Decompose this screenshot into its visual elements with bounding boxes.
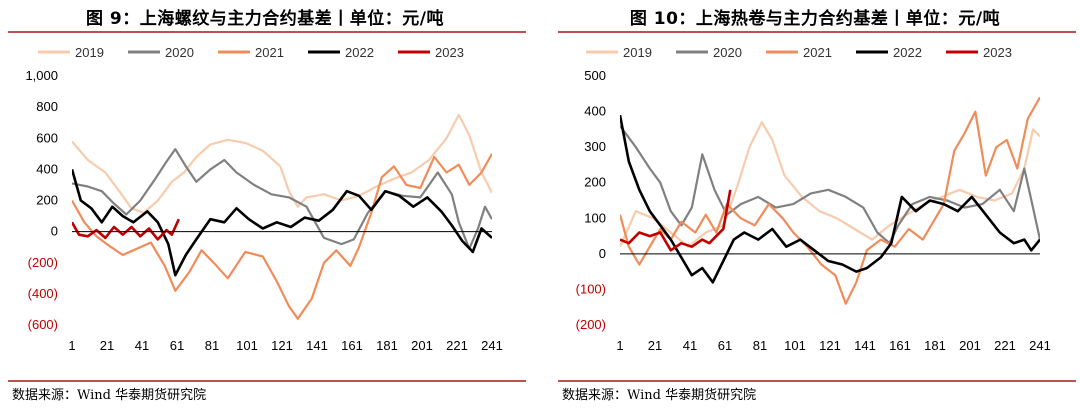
y-tick-label: 0 (51, 224, 58, 239)
y-tick-label: 200 (36, 193, 58, 208)
series-line-2020 (620, 125, 1040, 245)
x-tick-label: 201 (411, 338, 433, 353)
x-tick-label: 81 (753, 338, 767, 353)
series-line-2019 (72, 113, 492, 214)
chart-panel-rebar: 图 9：上海螺纹与主力合约基差丨单位：元/吨 2019 2020 2021 2022 2… (0, 0, 530, 410)
y-tick-label: (600) (28, 317, 58, 332)
chart-hrc-basis: 2019 2020 2021 2022 2023 500 400 300 200 100 0 (100… (576, 45, 1051, 353)
y-tick-label: 1,000 (25, 68, 58, 83)
x-tick-label: 41 (683, 338, 697, 353)
legend-label-2019: 2019 (75, 45, 104, 60)
legend-label-2021: 2021 (803, 45, 832, 60)
legend-label-2019: 2019 (623, 45, 652, 60)
chart-rebar-basis: 2019 2020 2021 2022 2023 1,000 800 600 400 200 0 (2… (25, 45, 503, 353)
series-line-2023 (72, 218, 180, 241)
y-tick-label: 600 (36, 130, 58, 145)
title-divider (8, 31, 526, 33)
chart-title: 图 9：上海螺纹与主力合约基差丨单位：元/吨 (86, 9, 444, 29)
series-line-2022 (620, 114, 1040, 284)
x-tick-label: 201 (959, 338, 981, 353)
x-tick-label: 1 (616, 338, 623, 353)
x-tick-label: 181 (376, 338, 398, 353)
x-tick-label: 121 (819, 338, 841, 353)
x-tick-label: 101 (784, 338, 806, 353)
x-tick-label: 41 (135, 338, 149, 353)
legend-label-2021: 2021 (255, 45, 284, 60)
legend-label-2023: 2023 (435, 45, 464, 60)
y-tick-label: (100) (576, 281, 606, 296)
footer-divider (8, 380, 526, 382)
x-tick-label: 101 (236, 338, 258, 353)
data-source: 数据来源：Wind 华泰期货研究院 (562, 388, 757, 403)
y-tick-label: 300 (584, 139, 606, 154)
x-tick-label: 141 (854, 338, 876, 353)
y-tick-label: 500 (584, 68, 606, 83)
x-tick-label: 121 (271, 338, 293, 353)
legend-label-2020: 2020 (165, 45, 194, 60)
y-tick-label: 400 (584, 104, 606, 119)
y-tick-label: 100 (584, 210, 606, 225)
x-tick-label: 61 (718, 338, 732, 353)
footer-divider (558, 380, 1076, 382)
x-tick-label: 221 (994, 338, 1016, 353)
series-line-2021 (72, 153, 492, 320)
legend-label-2023: 2023 (983, 45, 1012, 60)
legend-label-2022: 2022 (345, 45, 374, 60)
x-tick-label: 21 (100, 338, 114, 353)
y-tick-label: 800 (36, 99, 58, 114)
y-tick-label: (200) (576, 317, 606, 332)
y-tick-label: (200) (28, 255, 58, 270)
data-source: 数据来源：Wind 华泰期货研究院 (12, 388, 207, 403)
x-tick-label: 1 (68, 338, 75, 353)
series-line-2020 (72, 147, 492, 250)
x-tick-label: 181 (924, 338, 946, 353)
x-tick-label: 61 (170, 338, 184, 353)
x-tick-label: 21 (648, 338, 662, 353)
y-tick-label: (400) (28, 286, 58, 301)
title-divider (558, 31, 1076, 33)
y-tick-label: 0 (599, 246, 606, 261)
y-tick-label: 200 (584, 175, 606, 190)
y-tick-label: 400 (36, 161, 58, 176)
series-line-2019 (620, 121, 1040, 248)
x-tick-label: 81 (205, 338, 219, 353)
x-tick-label: 141 (306, 338, 328, 353)
x-tick-label: 161 (341, 338, 363, 353)
legend-label-2020: 2020 (713, 45, 742, 60)
series-line-2023 (620, 189, 732, 252)
series-line-2022 (72, 169, 492, 277)
legend-label-2022: 2022 (893, 45, 922, 60)
x-tick-label: 221 (446, 338, 468, 353)
chart-title: 图 10：上海热卷与主力合约基差丨单位：元/吨 (629, 9, 1001, 29)
series-line-2021 (620, 96, 1040, 305)
x-tick-label: 241 (1029, 338, 1051, 353)
chart-panel-hrc: 图 10：上海热卷与主力合约基差丨单位：元/吨 2019 2020 2021 2022… (550, 0, 1080, 410)
x-tick-label: 161 (889, 338, 911, 353)
x-tick-label: 241 (481, 338, 503, 353)
